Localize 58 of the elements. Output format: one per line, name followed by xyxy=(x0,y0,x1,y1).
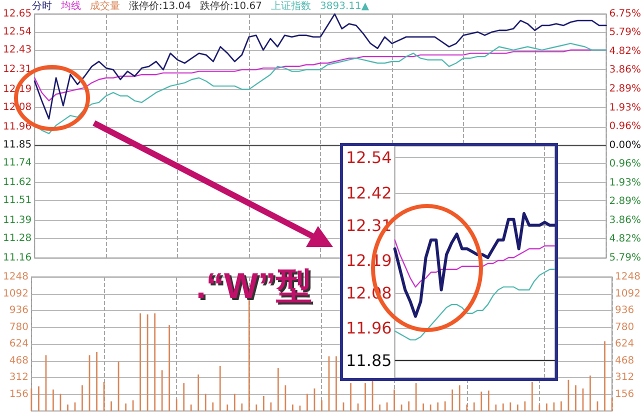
y-tick-label: 936 xyxy=(9,305,28,316)
y2-tick-label: 2.89% xyxy=(609,84,642,95)
y2-tick-label: 624 xyxy=(615,338,634,350)
y-tick-label: 11.39 xyxy=(2,214,32,226)
y2-tick-label: 6.75% xyxy=(609,8,642,20)
y2-tick-label: 5.79% xyxy=(609,27,642,38)
line-series xyxy=(34,13,607,120)
y2-tick-label: 5.79% xyxy=(609,252,642,264)
y2-tick-label: 0.96% xyxy=(609,158,642,170)
y-tick-label: 11.62 xyxy=(2,177,32,188)
y2-tick-label: 156 xyxy=(615,388,634,400)
y2-tick-label: 0.96% xyxy=(609,121,642,132)
y-tick-label: 156 xyxy=(9,388,28,400)
y2-tick-label: 312 xyxy=(615,372,634,383)
y2-tick-label: 936 xyxy=(615,305,634,316)
y-tick-label: 11.96 xyxy=(346,318,392,338)
y2-tick-label: 3.86% xyxy=(609,64,642,76)
y-tick-label: 1248 xyxy=(2,272,28,282)
y2-tick-label: 468 xyxy=(615,355,634,366)
text: 涨停价:13.04 xyxy=(129,0,191,13)
line-series xyxy=(393,212,555,318)
y-tick-label: 11.51 xyxy=(2,195,32,206)
y-tick-label: 780 xyxy=(9,322,28,333)
y2-tick-label: 780 xyxy=(615,322,634,333)
text: 分时 xyxy=(32,0,52,13)
y-tick-label: 312 xyxy=(9,372,28,383)
y-tick-label: 11.74 xyxy=(2,158,32,169)
y-tick-label: 12.31 xyxy=(2,64,32,76)
y-tick-label: 11.28 xyxy=(2,232,32,244)
text: 跌停价:10.67 xyxy=(200,0,262,13)
y-tick-label: 12.54 xyxy=(346,148,392,168)
text: 成交量 xyxy=(90,0,120,13)
annotation: .“W”型 xyxy=(196,264,312,308)
y-tick-label: 12.43 xyxy=(2,44,32,56)
y-tick-label: 12.65 xyxy=(2,8,32,20)
y-tick-label: 11.85 xyxy=(2,140,32,151)
y2-tick-label: 4.82% xyxy=(609,46,642,58)
y-tick-label: 1092 xyxy=(2,288,28,300)
y-tick-label: 624 xyxy=(9,338,28,350)
y2-tick-label: 1092 xyxy=(615,288,640,300)
text: 3893.11▲ xyxy=(320,0,370,13)
y2-tick-label: 1.93% xyxy=(609,177,642,188)
line-series xyxy=(394,268,555,340)
y2-tick-label: 4.82% xyxy=(609,234,642,245)
y-tick-label: 11.85 xyxy=(346,350,392,370)
y2-tick-label: 1248 xyxy=(615,272,640,282)
text: 上证指数 xyxy=(271,0,311,13)
y-tick-label: 468 xyxy=(9,355,28,366)
text: 均线 xyxy=(61,0,81,13)
y-tick-label: 12.42 xyxy=(346,183,392,202)
y2-tick-label: 1.93% xyxy=(609,102,642,114)
y2-tick-label: 3.86% xyxy=(609,214,642,226)
y2-tick-label: 0.00% xyxy=(609,140,642,151)
y-tick-label: 12.54 xyxy=(2,26,32,38)
line-series xyxy=(394,239,555,288)
y-tick-label: 11.96 xyxy=(2,121,32,132)
y2-tick-label: 2.89% xyxy=(609,196,642,208)
y-tick-label: 11.16 xyxy=(2,252,32,264)
